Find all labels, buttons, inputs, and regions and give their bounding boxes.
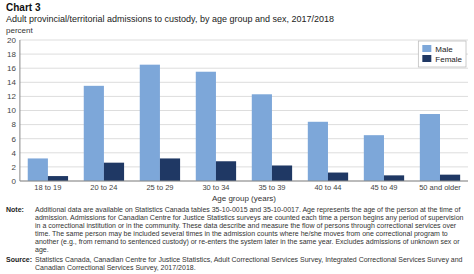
y-tick-label: 0 — [11, 177, 16, 186]
note-line: Additional data are available on Statist… — [35, 206, 460, 214]
bar — [140, 65, 160, 181]
y-tick-label: 6 — [11, 135, 16, 144]
note: Additional data are available on Statist… — [35, 206, 463, 254]
bar — [160, 158, 180, 181]
y-tick-label: 12 — [7, 92, 16, 101]
bar — [308, 122, 328, 181]
title: Chart 3 — [6, 2, 41, 13]
grid-line — [20, 40, 468, 41]
legend-swatch — [422, 55, 431, 62]
x-tick-label: 35 to 39 — [258, 183, 285, 192]
chart: Note: Additional data are available on St… — [0, 0, 474, 274]
bar — [328, 173, 348, 181]
subtitle: Adult provincial/territorial admissions … — [6, 14, 334, 24]
note-line: age. — [35, 246, 49, 254]
bar — [28, 158, 48, 181]
note-line: time. The same person may be included se… — [35, 230, 448, 238]
legend-label: Female — [435, 55, 462, 64]
y-tick-label: 14 — [7, 78, 16, 87]
y-tick-label: 4 — [11, 149, 16, 158]
note-label: Note: — [6, 206, 24, 213]
source-line: Canadian Correctional Services Survey, 2… — [35, 264, 196, 272]
x-tick-label: 25 to 29 — [146, 183, 173, 192]
note-line: admission. Admissions for Canadian Centr… — [35, 214, 463, 222]
y-tick-label: 18 — [7, 50, 16, 59]
y-tick-label: 8 — [11, 120, 16, 129]
y-tick-label: 2 — [11, 163, 16, 172]
note-line: another (e.g., from remand to sentenced … — [35, 238, 460, 246]
x-axis-line — [20, 181, 468, 182]
grid — [20, 40, 468, 181]
x-tick-label: 40 to 44 — [314, 183, 341, 192]
legend: MaleFemale — [418, 41, 466, 67]
bar — [196, 72, 216, 181]
bar — [216, 161, 236, 181]
source: Statistics Canada, Canadian Centre for J… — [35, 256, 463, 272]
bar — [272, 165, 292, 181]
bar — [384, 175, 404, 181]
source-line: Statistics Canada, Canadian Centre for J… — [35, 256, 463, 264]
x-tick-label: 30 to 34 — [202, 183, 229, 192]
bar — [252, 94, 272, 181]
y-tick-label: 10 — [7, 106, 16, 115]
bar — [364, 135, 384, 181]
legend-box — [418, 41, 466, 67]
grid-line — [20, 82, 468, 83]
y-axis-line — [19, 40, 20, 181]
legend-label: Male — [435, 45, 453, 54]
grid-line — [20, 181, 468, 182]
y-axis-label: percent — [6, 26, 33, 35]
y-tick-label: 20 — [7, 36, 16, 45]
bar — [84, 86, 104, 181]
bar — [48, 176, 68, 181]
x-tick-label: 18 to 19 — [34, 183, 61, 192]
grid-line — [20, 54, 468, 55]
bars — [28, 65, 460, 181]
x-tick-label: 45 to 49 — [370, 183, 397, 192]
note-line: in a correctional institution or in the … — [35, 222, 457, 230]
source-label: Source: — [6, 256, 32, 263]
grid-line — [20, 68, 468, 69]
bar — [420, 114, 440, 181]
x-tick-label: 50 and older — [419, 183, 461, 192]
legend-swatch — [422, 45, 431, 52]
bar — [104, 163, 124, 181]
x-tick-label: 20 to 24 — [90, 183, 117, 192]
x-axis-label: Age group (years) — [212, 194, 276, 203]
y-tick-label: 16 — [7, 64, 16, 73]
bar — [440, 175, 460, 181]
